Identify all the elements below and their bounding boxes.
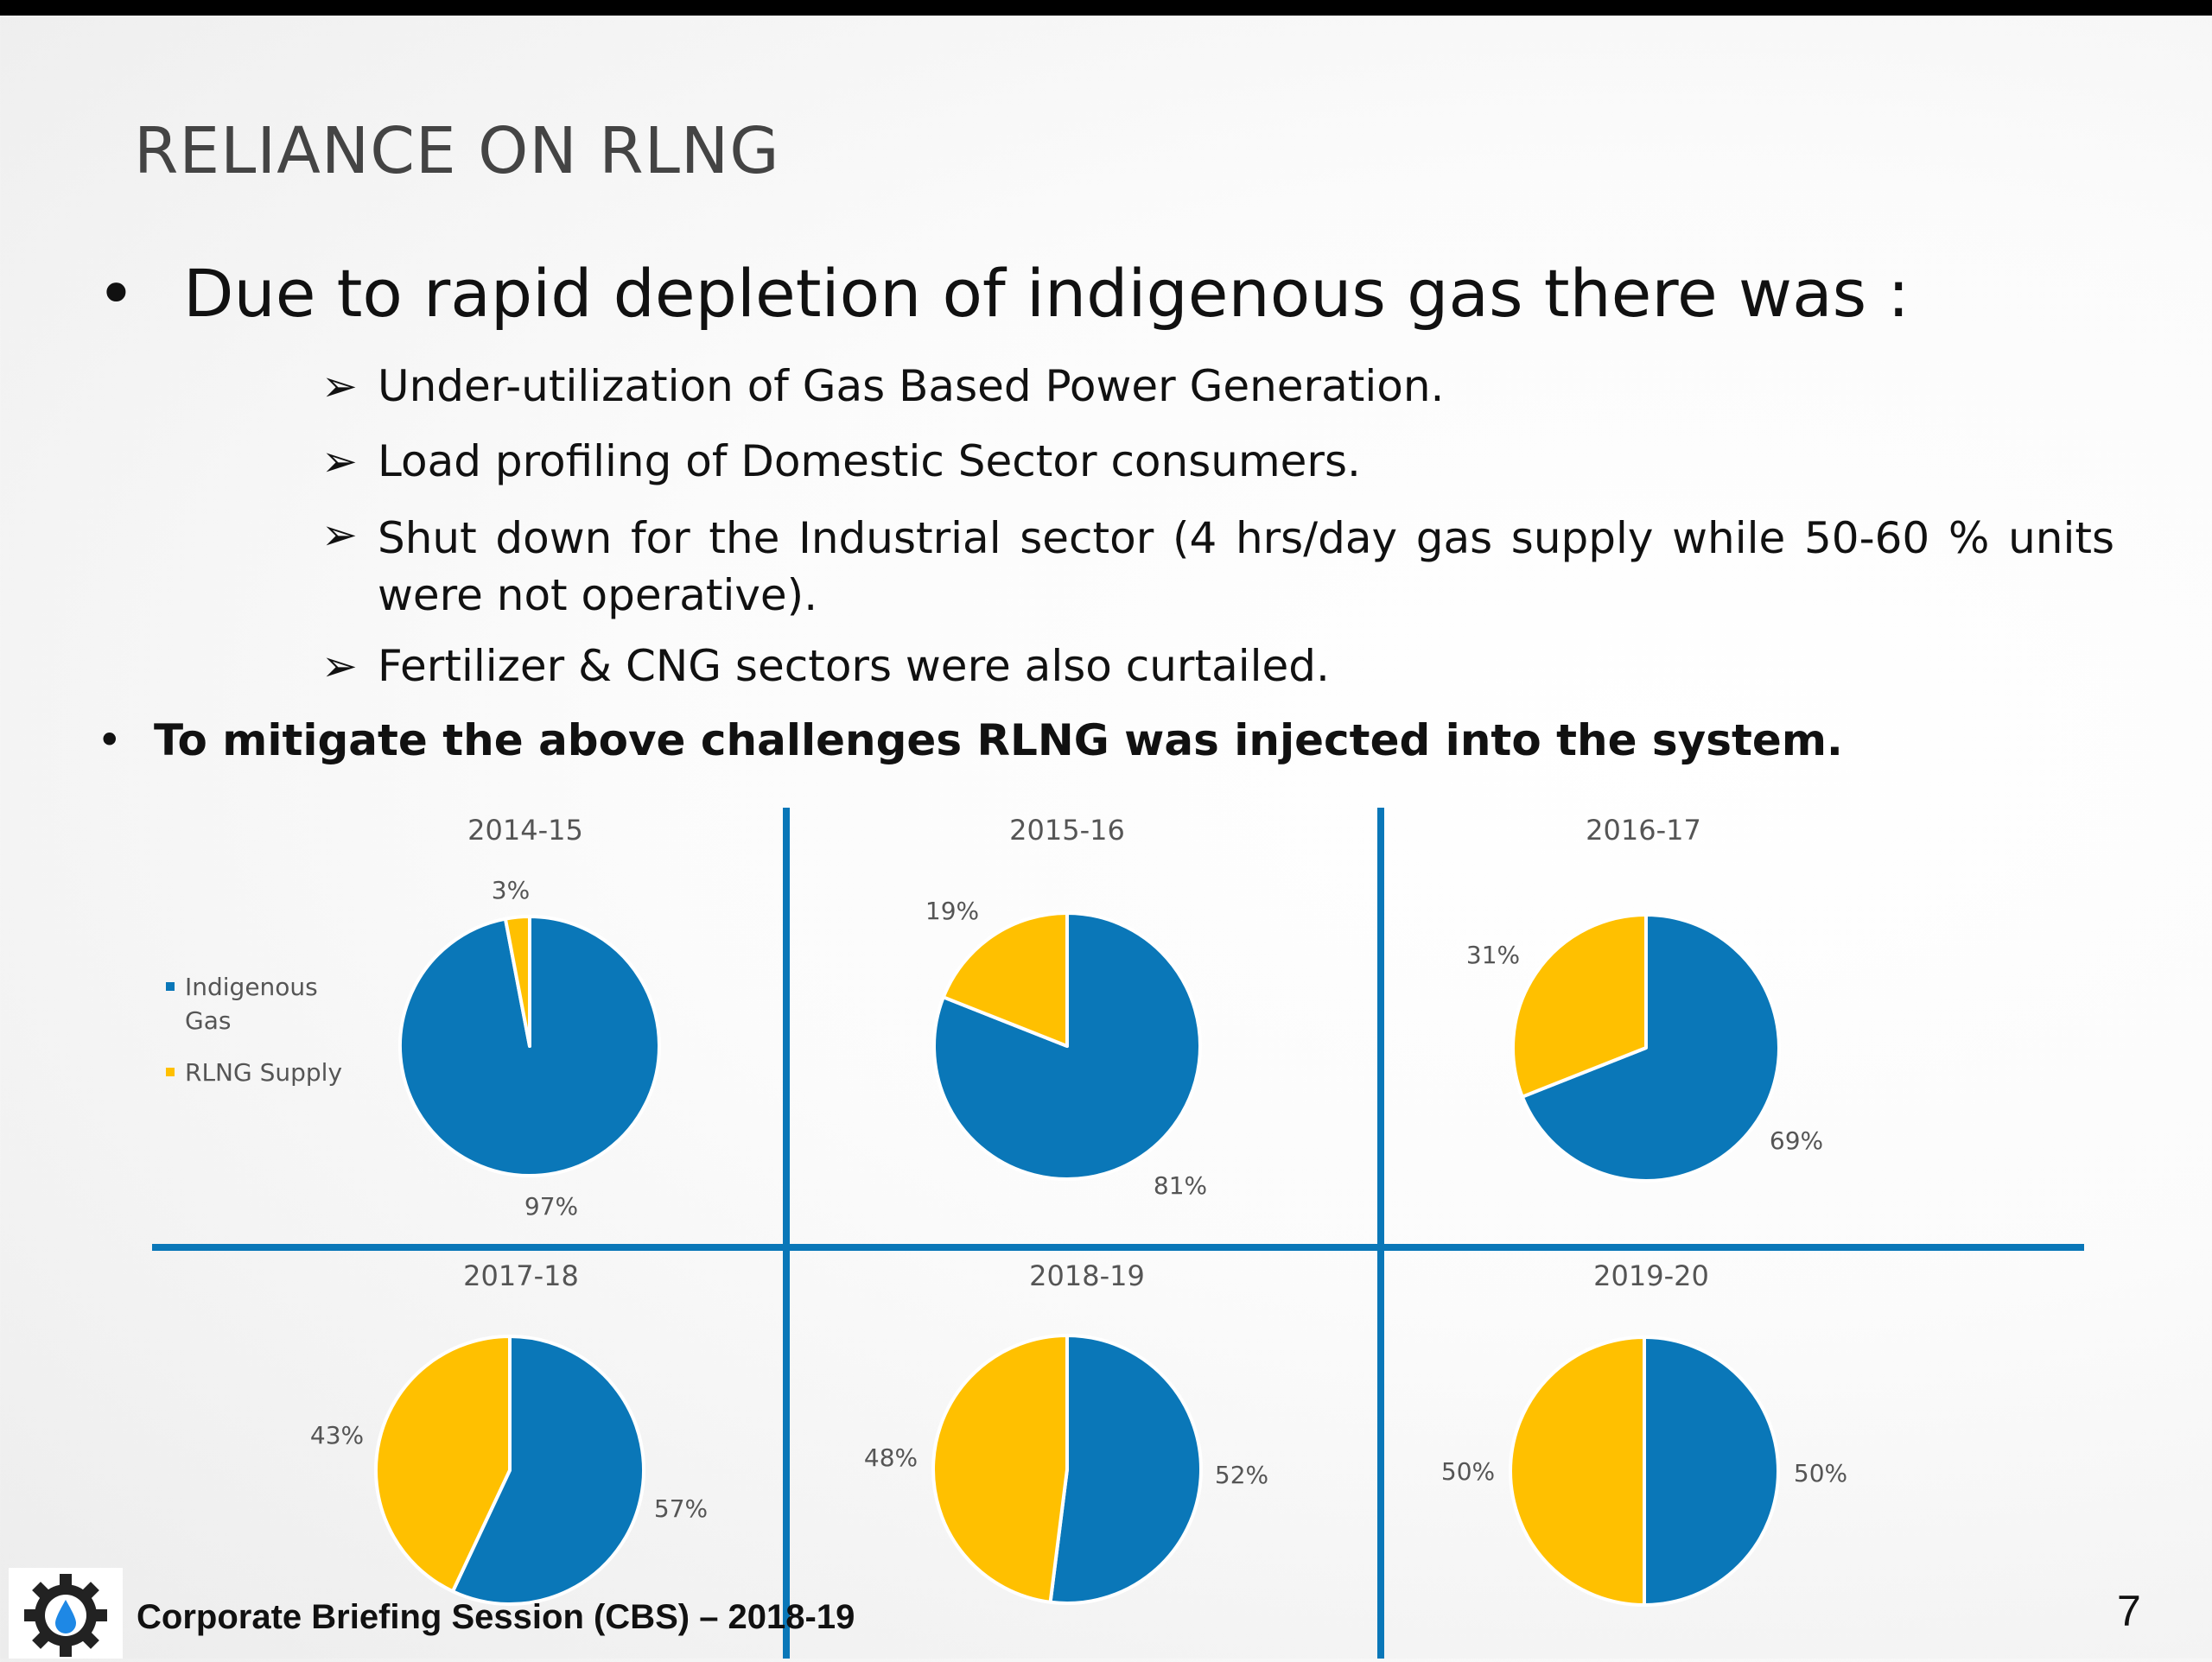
second-bullet-text: To mitigate the above challenges RLNG wa… bbox=[154, 715, 1843, 765]
sub-point-text: Load profiling of Domestic Sector consum… bbox=[378, 436, 1361, 486]
footer-text: Corporate Briefing Session (CBS) – 2018-… bbox=[137, 1598, 855, 1636]
pie-title: 2014-15 bbox=[467, 814, 583, 847]
sub-point-text: Under-utilization of Gas Based Power Gen… bbox=[378, 361, 1445, 411]
pie-slice-indigenous bbox=[1520, 913, 1781, 1183]
data-label-indigenous: 52% bbox=[1215, 1461, 1268, 1489]
pie-title: 2018-19 bbox=[1029, 1259, 1145, 1292]
sub-point-text: Shut down for the Industrial sector (4 h… bbox=[378, 513, 2114, 620]
data-label-indigenous: 81% bbox=[1154, 1171, 1207, 1200]
pie-slice-indigenous bbox=[451, 1335, 645, 1606]
pie-slice-indigenous bbox=[1048, 1334, 1203, 1605]
main-bullet-text: Due to rapid depletion of indigenous gas… bbox=[183, 255, 1910, 332]
arrow-bullet-icon: ➢ bbox=[321, 641, 358, 691]
legend-label-rlng: RLNG Supply bbox=[185, 1058, 342, 1087]
sub-point-text: Fertilizer & CNG sectors were also curta… bbox=[378, 641, 1330, 691]
pie-slice-rlng bbox=[374, 1335, 512, 1594]
pie-slice-rlng bbox=[1509, 1335, 1646, 1607]
pie-title: 2017-18 bbox=[463, 1259, 579, 1292]
arrow-bullet-icon: ➢ bbox=[321, 510, 358, 560]
pie-title: 2016-17 bbox=[1586, 814, 1701, 847]
slide-title: RELIANCE ON RLNG bbox=[134, 114, 780, 188]
top-bar bbox=[0, 0, 2212, 16]
page-number: 7 bbox=[2117, 1587, 2141, 1635]
data-label-rlng: 19% bbox=[925, 897, 979, 925]
pie-slice-rlng bbox=[941, 911, 1069, 1048]
data-label-rlng: 3% bbox=[492, 876, 530, 904]
pie-slice-rlng bbox=[1511, 913, 1648, 1099]
arrow-bullet-icon: ➢ bbox=[321, 361, 358, 411]
data-label-indigenous: 69% bbox=[1770, 1126, 1823, 1155]
data-label-indigenous: 57% bbox=[654, 1494, 708, 1523]
data-label-indigenous: 97% bbox=[524, 1192, 578, 1221]
legend-label-indigenous: Gas bbox=[185, 1006, 231, 1035]
data-label-rlng: 48% bbox=[864, 1443, 918, 1472]
legend-label-indigenous: Indigenous bbox=[185, 973, 318, 1001]
data-label-indigenous: 50% bbox=[1794, 1459, 1847, 1488]
pie-slice-indigenous bbox=[1643, 1335, 1780, 1607]
pie-slice-rlng bbox=[503, 915, 531, 1048]
pie-title: 2015-16 bbox=[1009, 814, 1125, 847]
bullet-icon: • bbox=[97, 715, 123, 765]
arrow-bullet-icon: ➢ bbox=[321, 436, 358, 486]
company-logo bbox=[9, 1568, 123, 1659]
legend-swatch-rlng bbox=[166, 1068, 175, 1076]
data-label-rlng: 50% bbox=[1441, 1457, 1495, 1486]
data-label-rlng: 31% bbox=[1466, 941, 1520, 969]
legend-swatch-indigenous bbox=[166, 982, 175, 991]
bullet-icon: • bbox=[97, 255, 136, 332]
pie-title: 2019-20 bbox=[1593, 1259, 1709, 1292]
pie-slice-rlng bbox=[931, 1334, 1069, 1604]
data-label-rlng: 43% bbox=[310, 1421, 364, 1449]
